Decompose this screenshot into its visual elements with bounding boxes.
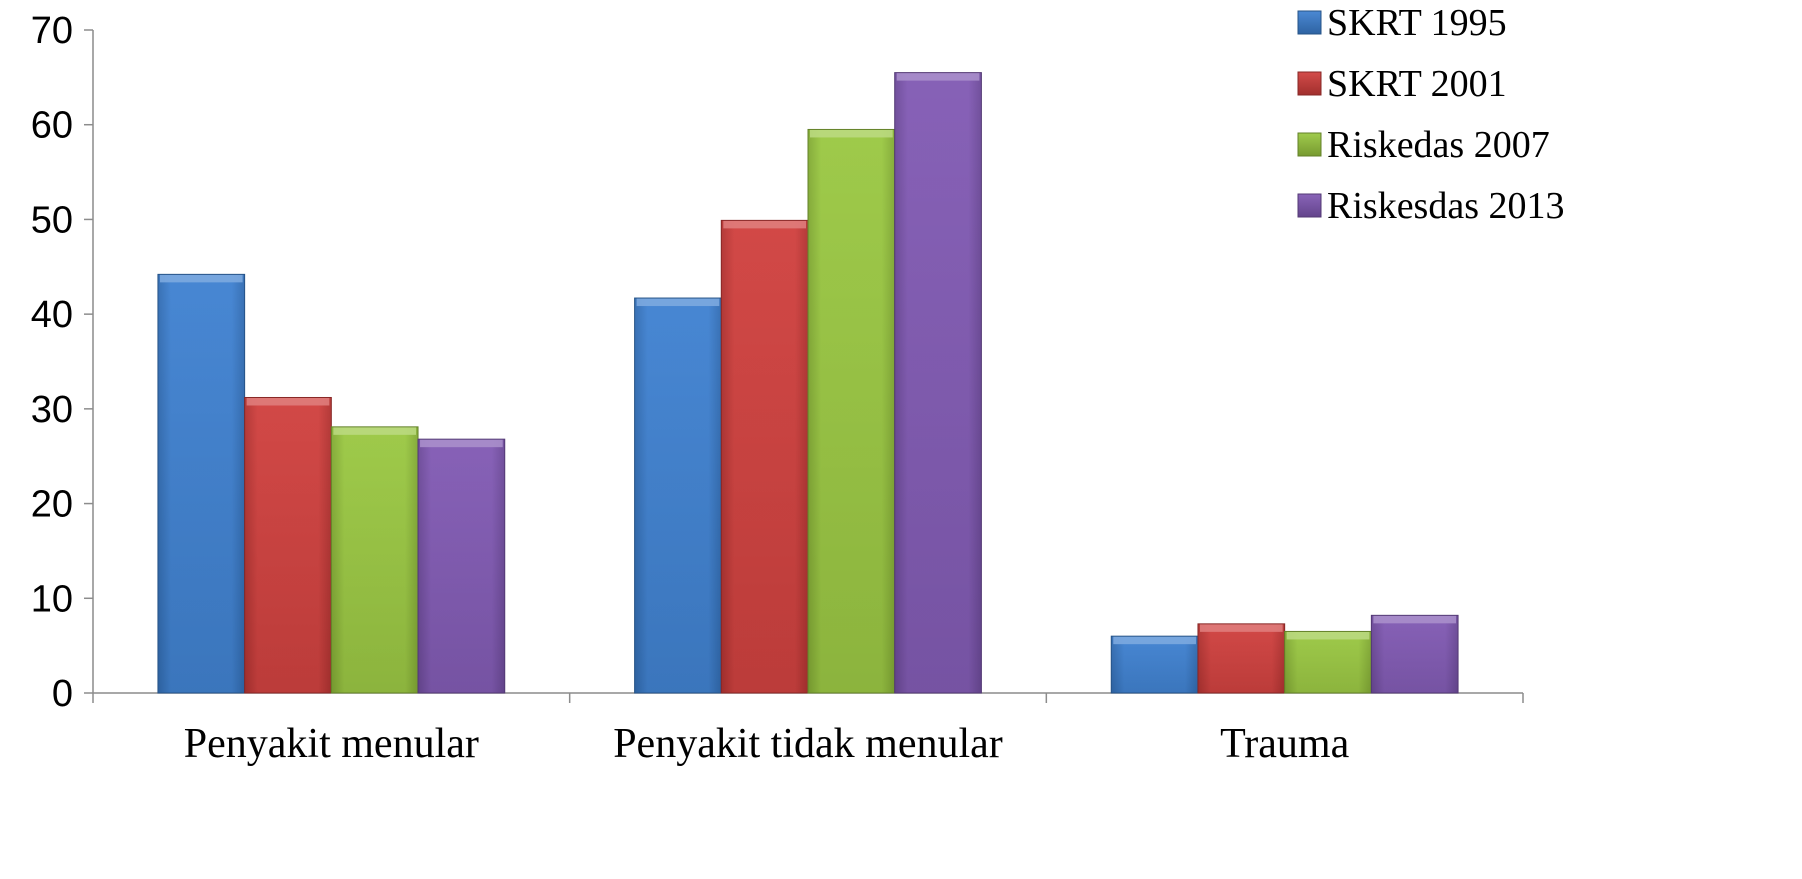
legend-label: Riskedas 2007: [1327, 124, 1550, 166]
bar-riskesdas-2013-trauma: [1370, 614, 1459, 694]
bar-skrt-2001-penyakit-tidak-menular: [720, 219, 809, 694]
y-tick-label: 10: [31, 578, 73, 620]
y-tick-label: 70: [31, 10, 73, 52]
legend-swatch: [1297, 132, 1322, 157]
legend-label: SKRT 1995: [1327, 2, 1507, 44]
bar-riskedas-2007-penyakit-tidak-menular: [807, 128, 896, 694]
y-tick-label: 60: [31, 105, 73, 147]
bar-skrt-2001-penyakit-menular: [244, 396, 332, 694]
legend-swatch: [1297, 71, 1322, 96]
legend-label: Riskesdas 2013: [1327, 185, 1565, 227]
bar-riskesdas-2013-penyakit-menular: [417, 438, 506, 694]
legend-swatch: [1297, 193, 1322, 218]
bar-skrt-2001-trauma: [1197, 623, 1286, 694]
legend-item-riskesdas-2013: Riskesdas 2013: [1297, 185, 1565, 227]
legend-item-skrt-1995: SKRT 1995: [1297, 2, 1507, 44]
y-tick-label: 50: [31, 199, 73, 241]
y-tick-label: 20: [31, 484, 73, 526]
y-tick-label: 30: [31, 389, 73, 431]
labels: 0 10 20 30 40 50 60 70 Penyakit menular Penyakit …: [31, 10, 1350, 767]
bars: [157, 72, 1459, 694]
legend-item-riskedas-2007: Riskedas 2007: [1297, 124, 1550, 166]
x-category-label: Penyakit menular: [184, 721, 479, 767]
legend-label: SKRT 2001: [1327, 63, 1507, 105]
bar-skrt-1995-penyakit-menular: [157, 273, 246, 694]
y-tick-label: 0: [52, 673, 73, 715]
legend-item-skrt-2001: SKRT 2001: [1297, 63, 1507, 105]
bar-skrt-1995-penyakit-tidak-menular: [634, 297, 722, 694]
bar-riskesdas-2013-penyakit-tidak-menular: [894, 72, 982, 694]
x-category-label: Penyakit tidak menular: [613, 721, 1003, 767]
legend: SKRT 1995 SKRT 2001 Riskedas 2007 Riskesdas…: [1297, 2, 1565, 227]
bar-riskedas-2007-penyakit-menular: [330, 426, 419, 694]
x-category-label: Trauma: [1220, 721, 1349, 767]
legend-swatch: [1297, 10, 1322, 35]
y-tick-label: 40: [31, 294, 73, 336]
bar-riskedas-2007-trauma: [1284, 630, 1372, 694]
bar-skrt-1995-trauma: [1110, 635, 1199, 694]
